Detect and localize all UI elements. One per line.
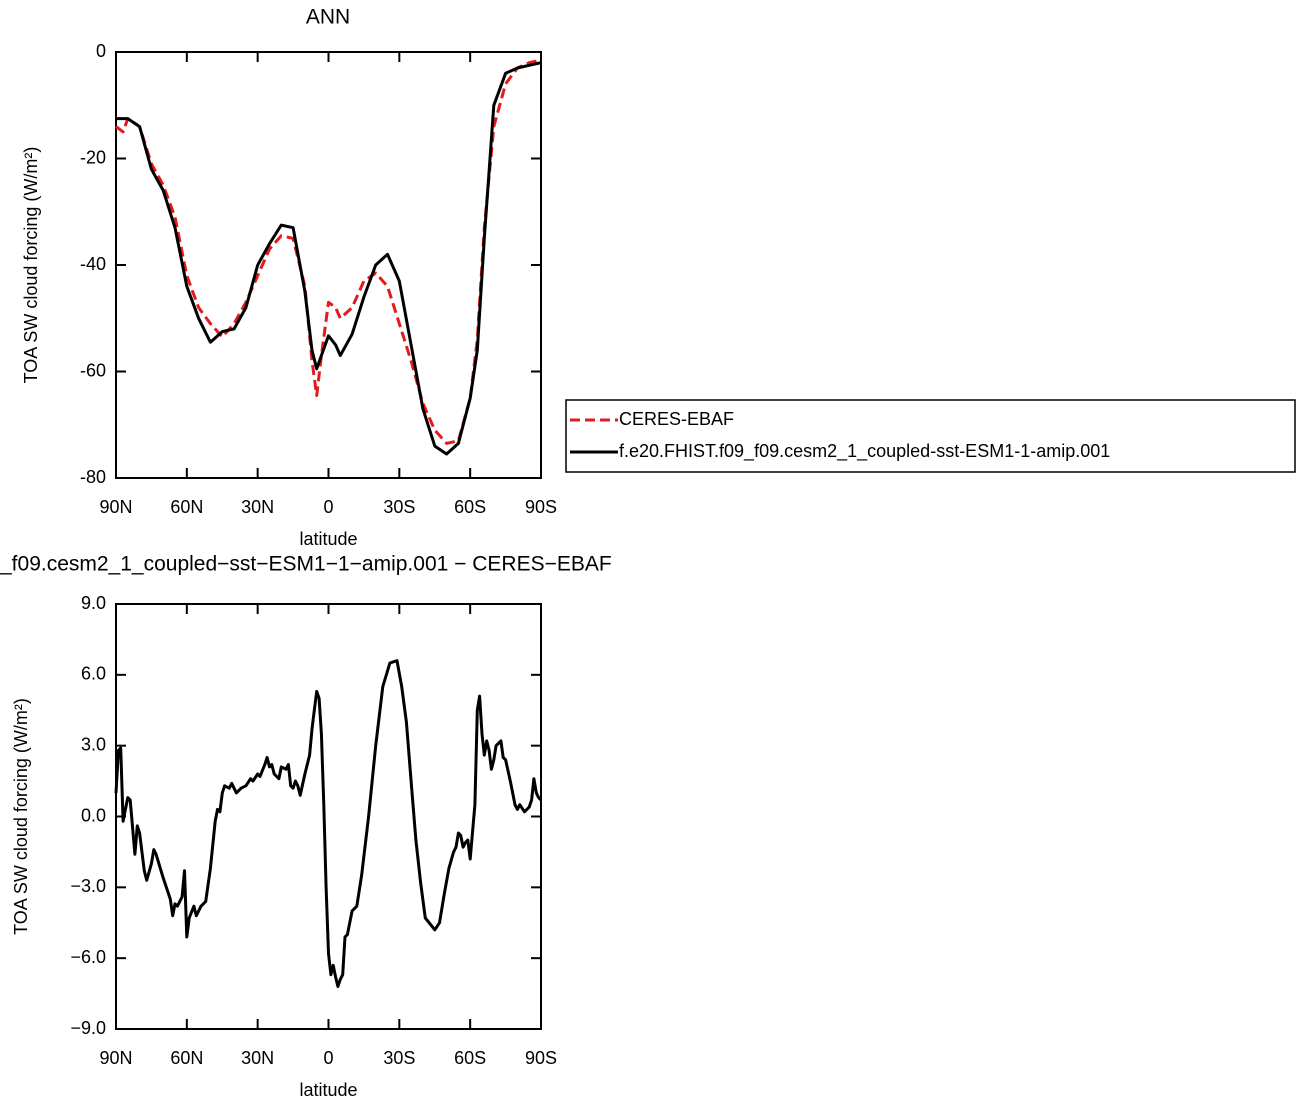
x-tick-label: 0 xyxy=(323,1048,333,1068)
x-tick-label: 60S xyxy=(454,1048,486,1068)
y-tick-label: −6.0 xyxy=(70,947,106,967)
y-tick-label: −3.0 xyxy=(70,876,106,896)
x-axis-label: latitude xyxy=(299,529,357,549)
y-tick-label: 9.0 xyxy=(81,593,106,613)
legend-label: CERES-EBAF xyxy=(619,409,734,429)
y-axis-label: TOA SW cloud forcing (W/m²) xyxy=(11,698,31,935)
x-tick-label: 30S xyxy=(383,497,415,517)
chart-title: _f09.cesm2_1_coupled−sst−ESM1−1−amip.001… xyxy=(0,553,612,576)
y-tick-label: 0.0 xyxy=(81,805,106,825)
x-tick-label: 60N xyxy=(170,497,203,517)
x-tick-label: 90N xyxy=(99,1048,132,1068)
x-tick-label: 30N xyxy=(241,497,274,517)
x-tick-label: 0 xyxy=(323,497,333,517)
y-tick-label: 0 xyxy=(96,41,106,61)
x-tick-label: 30S xyxy=(383,1048,415,1068)
x-axis-label: latitude xyxy=(299,1080,357,1100)
x-tick-label: 30N xyxy=(241,1048,274,1068)
data-line xyxy=(116,61,542,456)
x-tick-label: 90N xyxy=(99,497,132,517)
y-tick-label: −9.0 xyxy=(70,1018,106,1038)
y-tick-label: -40 xyxy=(80,254,106,274)
legend-box xyxy=(565,399,1296,473)
chart-title: ANN xyxy=(306,6,350,29)
y-tick-label: -60 xyxy=(80,360,106,380)
y-tick-label: -80 xyxy=(80,467,106,487)
data-line xyxy=(114,659,543,988)
y-tick-label: -20 xyxy=(80,147,106,167)
y-tick-label: 3.0 xyxy=(81,734,106,754)
y-axis-label: TOA SW cloud forcing (W/m²) xyxy=(21,147,41,384)
plot-frame xyxy=(115,51,542,479)
plot-frame xyxy=(115,603,542,1030)
x-tick-label: 90S xyxy=(525,1048,557,1068)
x-tick-label: 60N xyxy=(170,1048,203,1068)
x-tick-label: 90S xyxy=(525,497,557,517)
x-tick-label: 60S xyxy=(454,497,486,517)
y-tick-label: 6.0 xyxy=(81,664,106,684)
legend-label: f.e20.FHIST.f09_f09.cesm2_1_coupled-sst-… xyxy=(619,441,1110,462)
